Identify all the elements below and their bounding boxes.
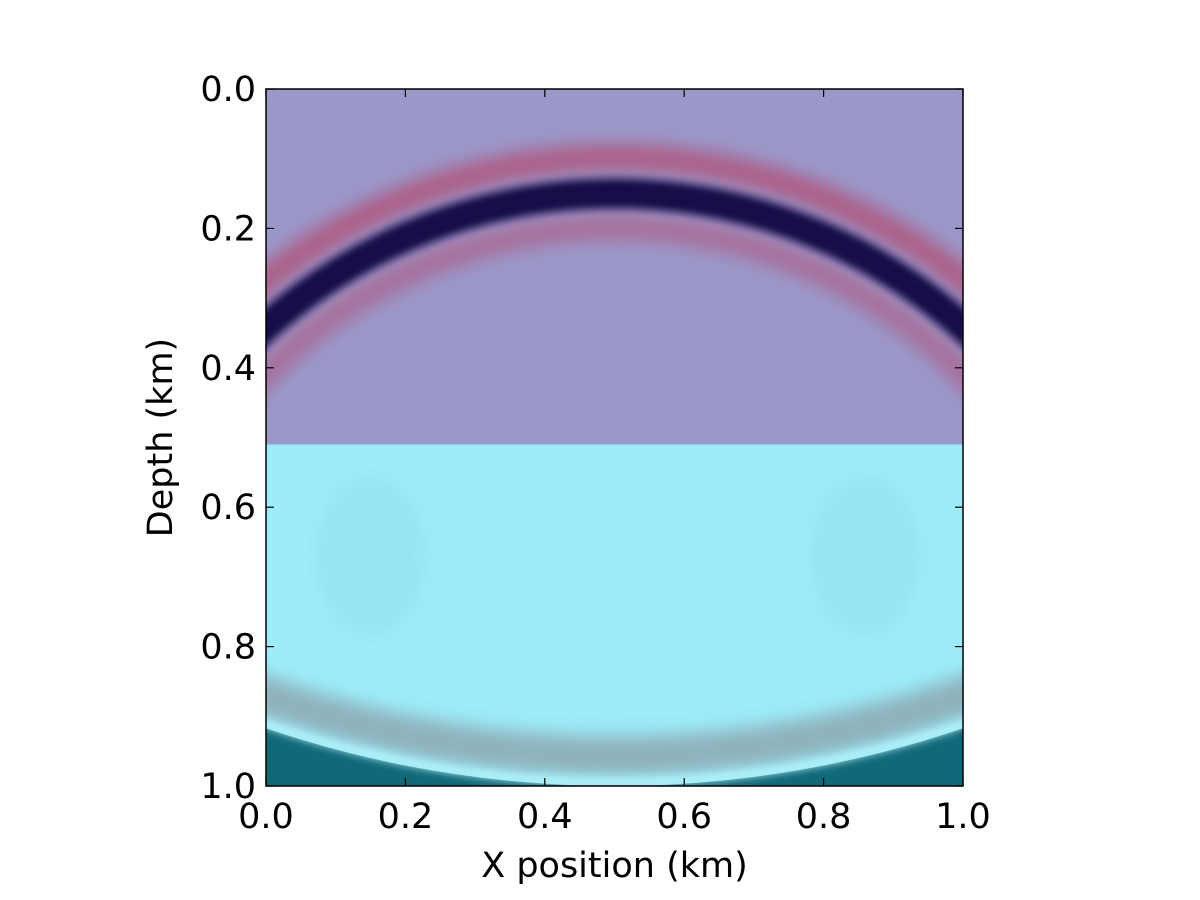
wave-peak-outer xyxy=(266,144,963,297)
wave-peak-inner xyxy=(266,215,963,392)
wave-trough xyxy=(266,178,963,348)
y-tick-label: 0.8 xyxy=(200,628,256,668)
x-axis-ticks: 0.0 0.2 0.4 0.6 0.8 1.0 xyxy=(238,89,991,837)
x-axis-label: X position (km) xyxy=(481,846,748,886)
y-tick-label: 1.0 xyxy=(200,767,256,807)
y-axis-ticks: 0.0 0.2 0.4 0.6 0.8 1.0 xyxy=(200,70,963,807)
y-tick-label: 0.0 xyxy=(200,70,256,110)
x-tick-label: 0.6 xyxy=(656,797,712,837)
plot-frame xyxy=(265,88,964,787)
y-axis-label: Depth (km) xyxy=(141,338,181,537)
y-tick-label: 0.4 xyxy=(200,349,256,389)
x-tick-label: 1.0 xyxy=(935,797,991,837)
lower-bright-edge xyxy=(266,720,963,786)
x-tick-label: 0.4 xyxy=(517,797,573,837)
y-tick-label: 0.2 xyxy=(200,209,256,249)
direct-wavefront xyxy=(266,144,963,392)
left-side-lobe xyxy=(315,475,426,636)
x-tick-label: 0.2 xyxy=(378,797,434,837)
y-tick-label: 0.6 xyxy=(200,488,256,528)
right-side-lobe xyxy=(810,475,921,636)
x-tick-label: 0.8 xyxy=(796,797,852,837)
x-tick-label: 0.0 xyxy=(238,797,294,837)
lower-gray-band xyxy=(266,674,963,776)
